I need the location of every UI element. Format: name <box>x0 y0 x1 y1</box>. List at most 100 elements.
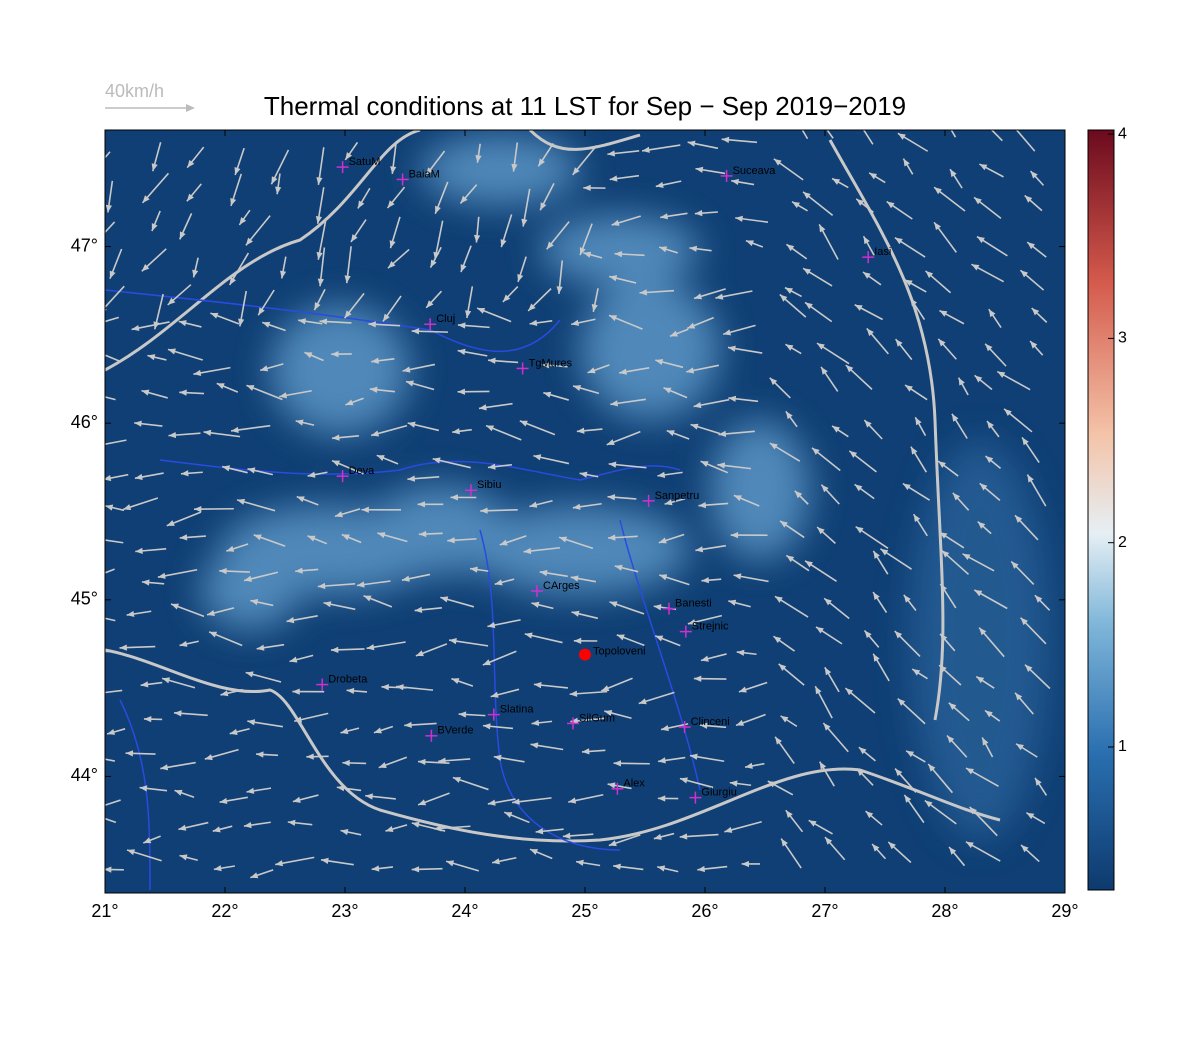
wind-arrowhead <box>296 496 305 503</box>
wind-arrow <box>105 316 120 323</box>
wind-arrowhead <box>341 534 350 541</box>
wind-arrowhead <box>661 725 669 732</box>
wind-arrow <box>105 539 124 544</box>
wind-arrowhead <box>371 430 380 437</box>
wind-arrowhead <box>701 577 710 584</box>
wind-arrowhead <box>951 413 959 422</box>
wind-arrowhead <box>769 377 778 386</box>
wind-arrowhead <box>1015 692 1023 701</box>
city: Suceava <box>720 165 776 182</box>
wind-arrowhead <box>160 764 169 771</box>
x-tick-label: 27° <box>811 901 838 921</box>
wind-arrowhead <box>583 184 591 192</box>
wind-arrowhead <box>779 294 788 302</box>
wind-arrowhead <box>591 304 598 312</box>
wind-arrowhead <box>541 362 550 369</box>
wind-arrowhead <box>179 534 188 541</box>
wind-arrowhead <box>642 146 650 153</box>
wind-arrow <box>826 130 834 139</box>
wind-arrowhead <box>888 841 896 850</box>
wind-arrow <box>862 130 874 145</box>
wind-arrowhead <box>948 702 957 710</box>
wind-arrowhead <box>292 688 300 695</box>
wind-arrowhead <box>581 748 590 755</box>
wind-arrowhead <box>925 270 934 279</box>
wind-arrowhead <box>315 215 322 224</box>
wind-arrowhead <box>886 201 895 209</box>
wind-arrowhead <box>460 264 467 273</box>
wind-arrowhead <box>475 155 482 163</box>
wind-arrowhead <box>88 322 96 328</box>
wind-arrowhead <box>134 473 143 481</box>
x-tick-label: 29° <box>1051 901 1078 921</box>
wind-arrowhead <box>187 159 195 168</box>
wind-arrowhead <box>432 457 441 464</box>
wind-arrowhead <box>519 420 528 427</box>
wind-arrowhead <box>529 849 538 855</box>
wind-arrowhead <box>570 575 579 582</box>
wind-arrowhead <box>531 719 540 726</box>
wind-arrowhead <box>511 163 518 172</box>
wind-arrowhead <box>1024 664 1033 673</box>
wind-arrowhead <box>695 546 704 553</box>
wind-arrowhead <box>733 573 742 580</box>
wind-arrowhead <box>473 234 481 243</box>
wind-arrowhead <box>433 825 442 832</box>
wind-arrowhead <box>480 507 488 514</box>
wind-arrowhead <box>357 200 365 209</box>
terrain-highlights <box>200 135 1050 840</box>
wind-arrowhead <box>906 750 915 758</box>
wind-arrowhead <box>606 439 615 445</box>
wind-arrowhead <box>368 321 376 328</box>
wind-arrowhead <box>969 806 977 815</box>
wind-arrowhead <box>405 380 414 387</box>
wind-arrowhead <box>821 366 828 375</box>
wind-arrowhead <box>82 576 90 582</box>
wind-arrowhead <box>655 181 664 188</box>
wind-arrowhead <box>572 167 580 175</box>
wind-arrowhead <box>832 425 840 433</box>
wind-arrowhead <box>614 564 623 571</box>
wind-arrowhead <box>659 246 668 253</box>
wind-arrowhead <box>125 750 134 757</box>
wind-arrowhead <box>745 240 754 247</box>
wind-arrowhead <box>105 204 112 213</box>
wind-arrowhead <box>962 553 971 561</box>
wind-arrowhead <box>157 572 166 579</box>
city-label: SilGum <box>579 712 615 724</box>
wind-arrowhead <box>487 463 496 470</box>
chart-title: Thermal conditions at 11 LST for Sep − S… <box>264 91 906 121</box>
wind-arrowhead <box>186 193 194 202</box>
wind-arrowhead <box>458 711 467 718</box>
wind-arrowhead <box>805 302 813 310</box>
wind-arrowhead <box>287 819 296 826</box>
wind-arrowhead <box>894 631 903 639</box>
wind-arrowhead <box>905 385 913 392</box>
wind-arrowhead <box>340 828 349 836</box>
wind-arrowhead <box>488 357 496 364</box>
city: Sanpetru <box>642 490 699 507</box>
wind-arrowhead <box>244 575 252 582</box>
city-label: Alex <box>623 778 645 790</box>
wind-arrowhead <box>316 177 323 185</box>
wind-arrowhead <box>426 300 434 308</box>
wind-arrowhead <box>418 530 427 538</box>
wind-arrowhead <box>306 753 314 760</box>
wind-arrowhead <box>314 302 321 311</box>
wind-arrowhead <box>939 310 948 317</box>
wind-arrowhead <box>1030 171 1038 179</box>
wind-arrowhead <box>517 273 524 282</box>
wind-arrowhead <box>231 426 239 434</box>
wind-arrowhead <box>730 532 739 539</box>
wind-arrowhead <box>687 140 696 147</box>
wind-arrowhead <box>238 318 245 327</box>
wind-arrowhead <box>168 431 177 439</box>
wind-arrowhead <box>234 167 241 175</box>
wind-arrowhead <box>295 419 304 426</box>
wind-arrowhead <box>179 854 188 861</box>
wind-arrowhead <box>815 626 824 634</box>
wind-arrowhead <box>275 186 282 195</box>
wind-arrowhead <box>131 324 140 332</box>
wind-arrowhead <box>411 328 420 335</box>
wind-arrowhead <box>418 758 426 766</box>
